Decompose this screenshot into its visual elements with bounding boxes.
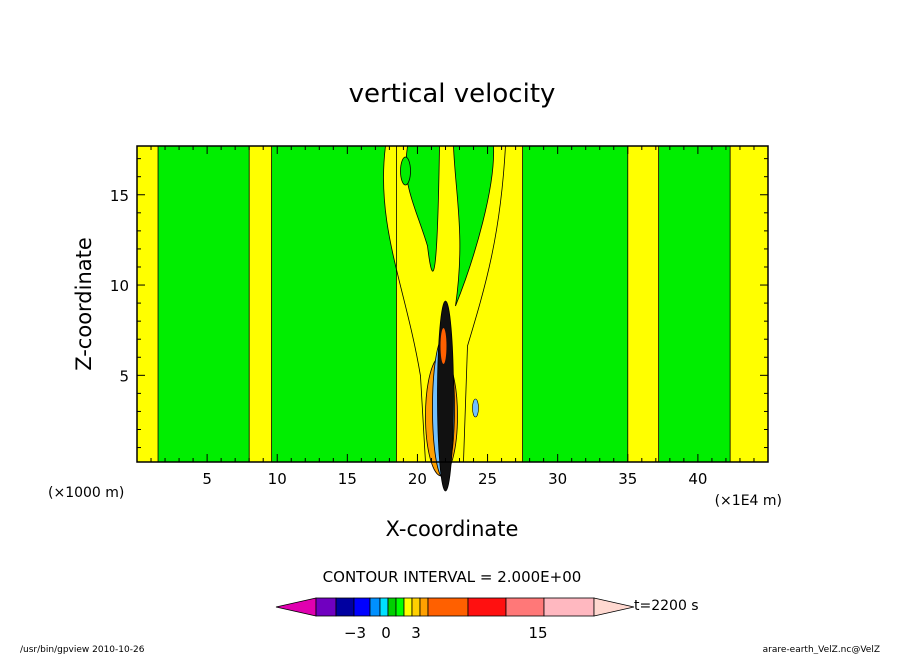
x-tick-label: 30: [548, 470, 567, 488]
x-tick-label: 10: [268, 470, 287, 488]
colorbar-cell: [275, 597, 317, 617]
x-tick-label: 20: [408, 470, 427, 488]
updraft-core: [425, 300, 479, 492]
contour-band-1: [158, 146, 250, 462]
inner-green-left: [405, 145, 440, 272]
y-axis-ticks: 5 10 15: [110, 158, 768, 449]
colorbar: [275, 597, 635, 617]
contour-band-3: [271, 146, 397, 462]
x-tick-label: 25: [478, 470, 497, 488]
footer-left: /usr/bin/gpview 2010-10-26: [20, 645, 145, 654]
time-label: t=2200 s: [634, 598, 699, 614]
plot-area: 5 10 15 20 25 30 35 40 5 10 15: [110, 145, 769, 492]
colorbar-cell: [419, 597, 429, 617]
colorbar-cell: [543, 597, 595, 617]
colorbar-cell: [395, 597, 405, 617]
colorbar-cell: [387, 597, 397, 617]
colorbar-cell: [427, 597, 469, 617]
contour-band-6: [627, 146, 659, 462]
y-tick-label: 5: [119, 367, 129, 385]
colorbar-cell: [593, 597, 635, 617]
y-tick-label: 10: [110, 277, 129, 295]
colorbar-cell: [369, 597, 381, 617]
x-tick-label: 15: [338, 470, 357, 488]
colorbar-cell: [379, 597, 389, 617]
contour-band-2: [249, 146, 272, 462]
weak-downdraft: [472, 398, 479, 418]
y-tick-label: 15: [110, 187, 129, 205]
colorbar-cell: [505, 597, 545, 617]
green-blob: [400, 156, 411, 186]
x-axis-ticks: 5 10 15 20 25 30 35 40: [150, 146, 755, 488]
core-hot-spot: [440, 328, 447, 364]
x-unit-left: (×1000 m): [48, 485, 124, 501]
contour-band-0: [137, 146, 159, 462]
contour-interval-text: CONTOUR INTERVAL = 2.000E+00: [323, 568, 582, 586]
colorbar-cell: [335, 597, 355, 617]
chart-title: vertical velocity: [349, 79, 556, 109]
footer-right: arare-earth_VelZ.nc@VelZ: [763, 645, 880, 654]
contour-band-7: [658, 146, 731, 462]
colorbar-cell: [353, 597, 371, 617]
y-axis-label: Z-coordinate: [72, 237, 96, 371]
plot-frame: [136, 145, 769, 463]
colorbar-tick-label: −3: [344, 624, 366, 642]
colorbar-labels: −3 0 3 15: [344, 624, 548, 642]
colorbar-cell: [315, 597, 337, 617]
x-tick-label: 5: [202, 470, 212, 488]
colorbar-cell: [403, 597, 413, 617]
colorbar-tick-label: 15: [528, 624, 547, 642]
colorbar-tick-label: 3: [411, 624, 421, 642]
colorbar-cell: [467, 597, 507, 617]
colorbar-tick-label: 0: [381, 624, 391, 642]
x-tick-label: 35: [618, 470, 637, 488]
x-unit-right: (×1E4 m): [715, 493, 782, 509]
x-axis-label: X-coordinate: [386, 517, 519, 541]
inner-green-right: [453, 145, 494, 307]
contour-band-8: [730, 146, 768, 462]
colorbar-cell: [411, 597, 421, 617]
contour-band-5: [522, 146, 628, 462]
x-tick-label: 40: [688, 470, 707, 488]
